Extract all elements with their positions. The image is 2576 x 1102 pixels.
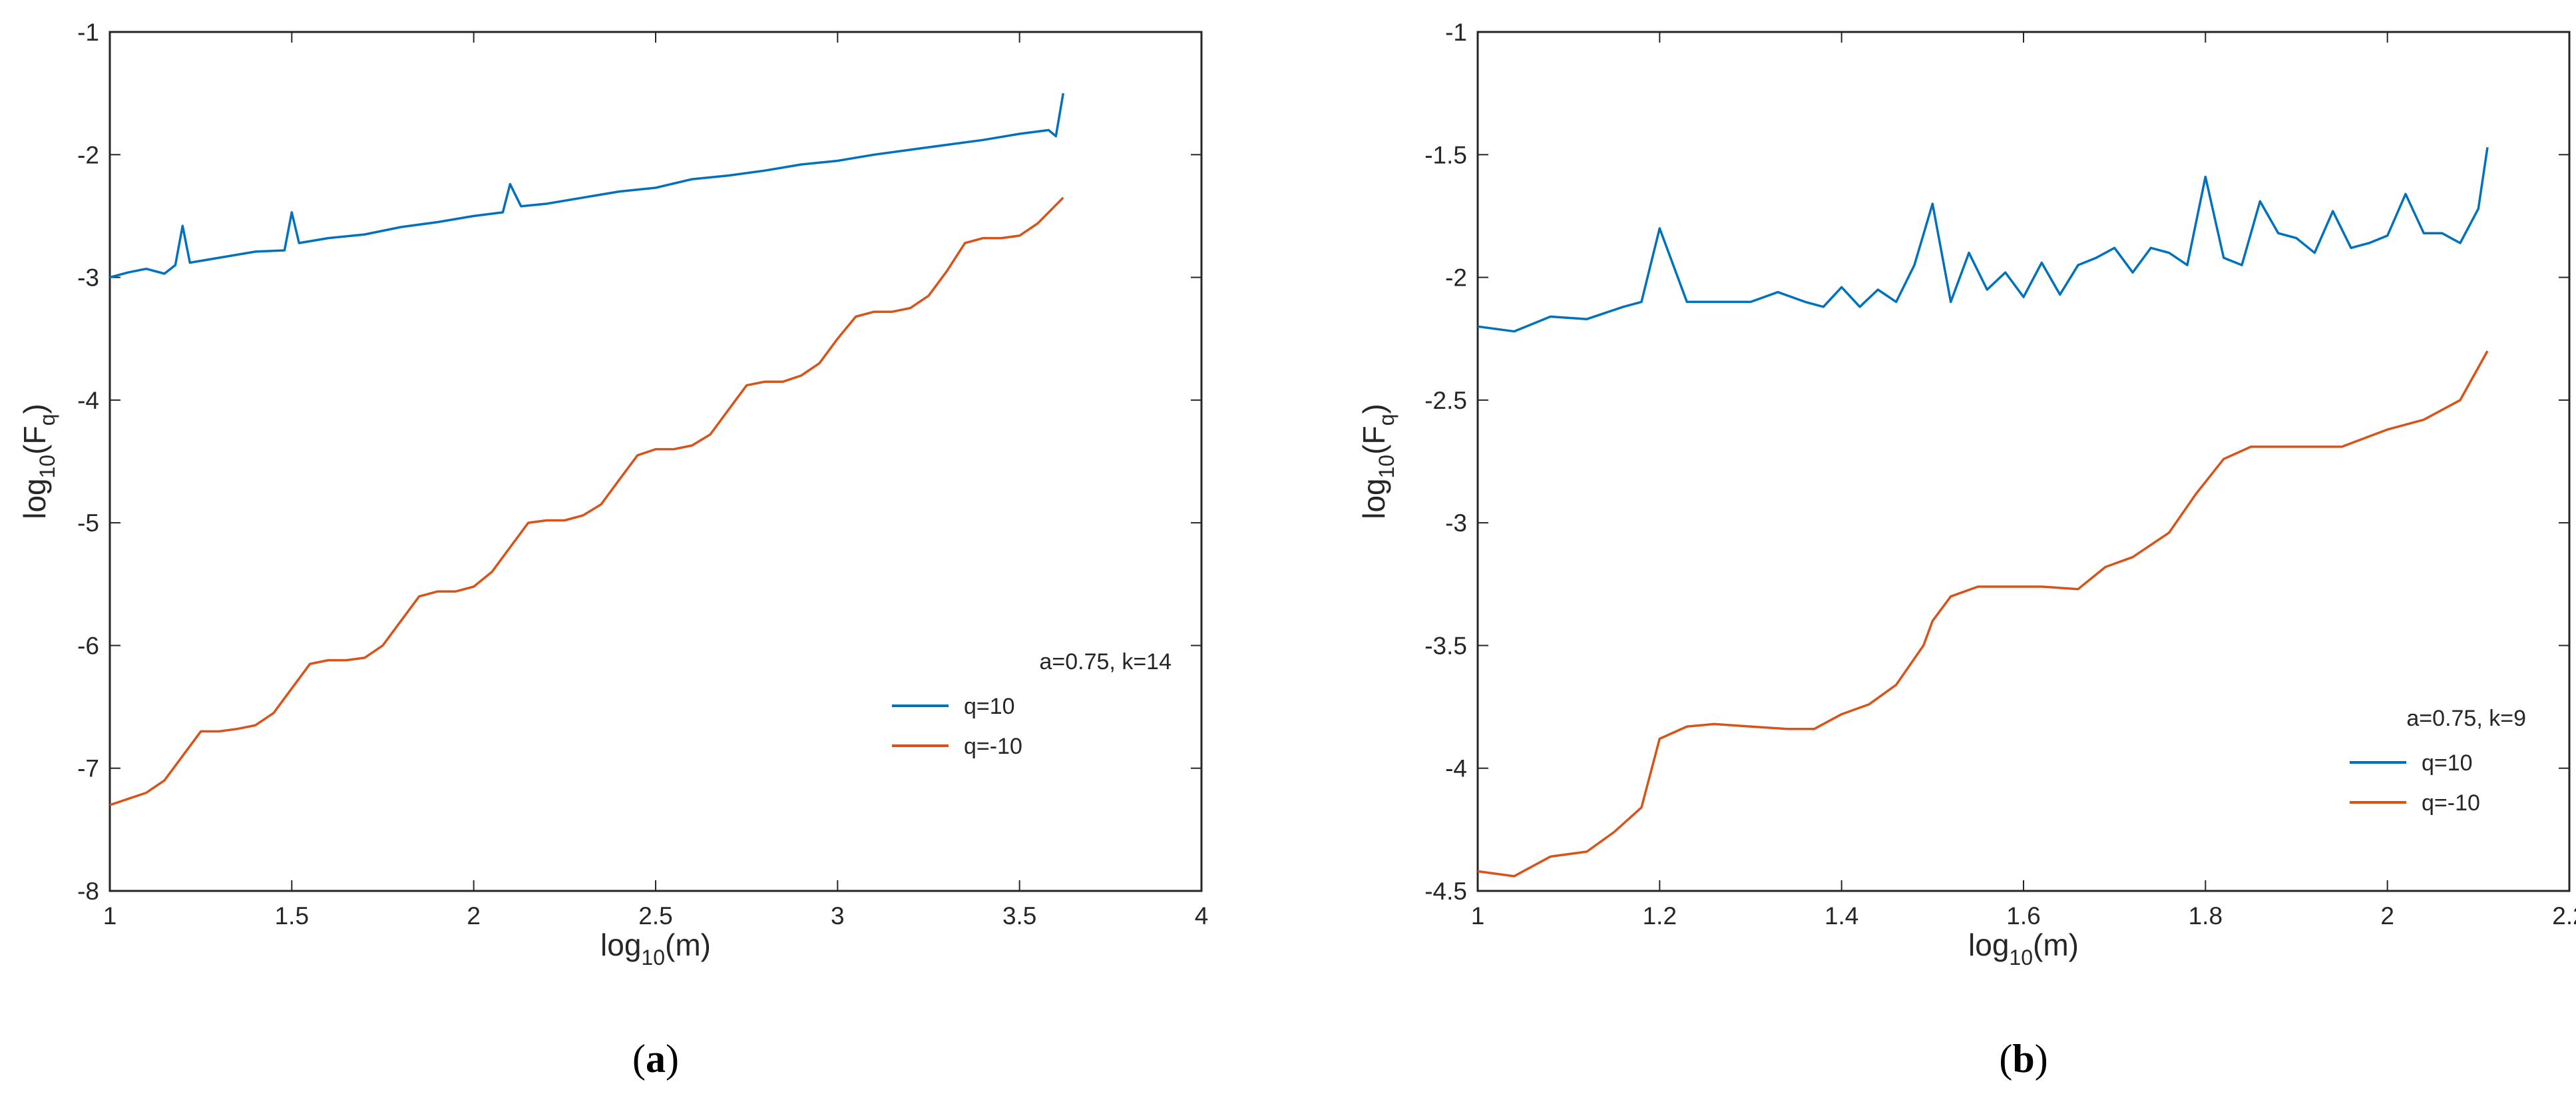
- chart-b-x-tick-label: 1: [1471, 902, 1485, 930]
- chart-b-legend-label-q10: q=10: [2422, 750, 2473, 776]
- chart-a-x-tick-label: 2: [467, 902, 481, 930]
- chart-a-legend-title: a=0.75, k=14: [1039, 649, 1172, 675]
- chart-b-legend-title: a=0.75, k=9: [2406, 706, 2526, 731]
- chart-b-x-tick-label: 1.6: [2006, 902, 2040, 930]
- chart-b-series-line-q10: [1477, 146, 2489, 333]
- chart-b-x-axis-label: log10(m): [1968, 928, 2079, 969]
- chart-b-plot-area: [1476, 31, 2571, 892]
- chart-a-series-line-q10: [109, 93, 1065, 279]
- chart-b-x-tick-label: 2: [2380, 902, 2394, 930]
- chart-a-y-tick-label: -1: [77, 19, 99, 46]
- chart-a-x-tick-label: 1.5: [275, 902, 309, 930]
- chart-b-y-tick-label: -4: [1445, 755, 1467, 782]
- chart-a-x-tick-label: 4: [1195, 902, 1209, 930]
- chart-b: 1 1.2 1.4 1.6 1.8 2 2.2 -4.5 -4 -3.5 -3 -2.5 -2 -1.5 -…: [1357, 19, 2576, 1081]
- chart-b-y-tick-label: -3: [1445, 509, 1467, 537]
- chart-b-x-tick-label: 1.4: [1825, 902, 1858, 930]
- chart-a-y-tick-label: -7: [77, 755, 99, 782]
- chart-a-y-tick-label: -8: [77, 878, 99, 905]
- chart-a-y-tick-label: -2: [77, 141, 99, 168]
- chart-a: 1 1.5 2 2.5 3 3.5 4 -8 -7 -6 -5 -4 -3 -2 -1 a=0.75, k=…: [17, 19, 1208, 1081]
- chart-b-y-tick-label: -2: [1445, 264, 1467, 292]
- chart-a-ticks: 1 1.5 2 2.5 3 3.5 4 -8 -7 -6 -5 -4 -3 -2 -1: [77, 19, 1208, 930]
- chart-a-panel-letter: a: [646, 1037, 666, 1081]
- chart-b-x-tick-label: 1.2: [1643, 902, 1677, 930]
- chart-a-x-tick-label: 3: [831, 902, 845, 930]
- chart-a-x-axis-label: log10(m): [600, 928, 711, 969]
- chart-a-legend-label-q10: q=10: [964, 694, 1015, 719]
- chart-a-x-tick-label: 1: [103, 902, 117, 930]
- chart-a-x-tick-label: 3.5: [1002, 902, 1036, 930]
- chart-b-y-axis-label: log10(Fq): [1357, 404, 1398, 519]
- chart-b-y-tick-label: -1: [1445, 19, 1467, 46]
- chart-b-y-tick-label: -2.5: [1424, 387, 1467, 414]
- chart-b-y-tick-label: -3.5: [1424, 632, 1467, 659]
- chart-a-y-axis-label: log10(Fq): [17, 404, 59, 519]
- chart-b-legend-label-qneg10: q=-10: [2422, 790, 2480, 816]
- chart-b-y-tick-label: -1.5: [1424, 141, 1467, 168]
- chart-a-y-tick-label: -3: [77, 264, 99, 292]
- chart-a-x-tick-label: 2.5: [638, 902, 672, 930]
- chart-a-legend-label-qneg10: q=-10: [964, 734, 1022, 759]
- chart-b-ticks: 1 1.2 1.4 1.6 1.8 2 2.2 -4.5 -4 -3.5 -3 -2.5 -2 -1.5 -…: [1424, 19, 2576, 930]
- chart-a-series-line-qneg10: [109, 196, 1064, 806]
- chart-b-series: [1477, 146, 2489, 878]
- chart-a-y-tick-label: -6: [77, 632, 99, 659]
- chart-a-plot-area: [108, 31, 1203, 892]
- chart-b-panel-letter: b: [2012, 1037, 2034, 1081]
- chart-a-y-tick-label: -4: [77, 387, 99, 414]
- chart-b-y-tick-label: -4.5: [1424, 878, 1467, 905]
- chart-a-series: [109, 93, 1065, 806]
- chart-b-x-tick-label: 1.8: [2189, 902, 2223, 930]
- chart-a-panel-label: (a): [632, 1037, 679, 1081]
- chart-b-series-line-qneg10: [1477, 350, 2489, 878]
- chart-b-panel-label: (b): [1999, 1037, 2047, 1081]
- chart-a-y-tick-label: -5: [77, 509, 99, 537]
- chart-b-x-tick-label: 2.2: [2552, 902, 2576, 930]
